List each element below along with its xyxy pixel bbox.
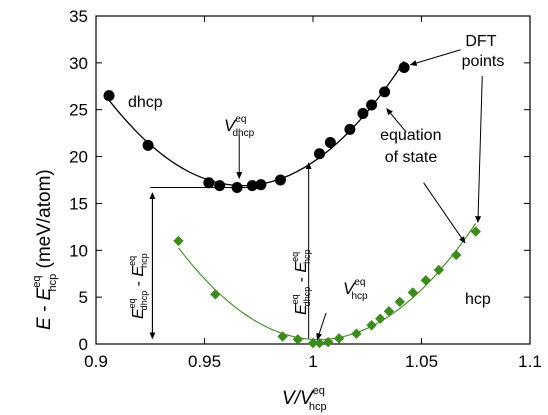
dhcp-point — [103, 90, 115, 102]
hcp-point — [451, 249, 462, 261]
v-hcp-eq-label: Veq hcp — [343, 277, 368, 302]
hcp-point — [333, 333, 345, 344]
hcp-point — [307, 337, 319, 349]
x-tick-label: 0.95 — [188, 352, 221, 371]
eos-arrow-hcp — [423, 182, 466, 244]
x-tick-label: 1 — [308, 352, 317, 371]
dft-arrow-dhcp — [409, 49, 461, 66]
hcp-point — [314, 337, 325, 349]
dhcp-point — [246, 180, 258, 192]
y-tick-label: 5 — [79, 288, 88, 307]
dhcp-point — [379, 86, 391, 98]
v-dhcp-eq-label: Veq dhcp — [224, 114, 255, 139]
hcp-point — [383, 306, 395, 317]
dhcp-point — [314, 148, 326, 160]
v-hcp-eq-arrow — [316, 312, 327, 341]
dhcp-point — [324, 137, 336, 149]
x-axis-label: V/Veq hcp — [282, 385, 327, 413]
hcp-point — [407, 287, 419, 298]
y-tick-label: 0 — [79, 335, 88, 354]
hcp-point — [173, 235, 184, 247]
hcp-point — [351, 328, 362, 339]
annotation-lines — [149, 49, 483, 341]
ticks — [95, 15, 531, 345]
y-tick-label: 20 — [69, 148, 88, 167]
dft-points-label: DFT points — [462, 33, 505, 70]
hcp-point — [322, 336, 334, 348]
dhcp-point — [366, 99, 378, 111]
x-tick-label: 1.1 — [518, 352, 542, 371]
y-tick-label: 15 — [69, 194, 88, 213]
dhcp-point — [214, 180, 226, 192]
hcp-point — [420, 275, 432, 286]
y-tick-label: 30 — [69, 54, 88, 73]
data-markers — [103, 62, 481, 349]
dhcp-label: dhcp — [128, 94, 163, 111]
hcp-point — [366, 320, 377, 331]
energy-difference-label-right: Eeq dhcp - Eeq hcp — [290, 249, 312, 315]
tick-labels: 0.9 0.95 1 1.05 1.1 0 5 10 15 20 25 30 35 — [69, 7, 542, 371]
hcp-point — [470, 226, 481, 237]
y-axis-label: E - Eeq hcp (meV/atom) — [31, 169, 59, 330]
equation-of-state-label: equation of state — [380, 127, 446, 166]
dhcp-point — [357, 107, 369, 119]
hcp-label: hcp — [465, 291, 491, 308]
dhcp-point — [142, 139, 154, 151]
hcp-point — [292, 334, 304, 345]
hcp-point — [277, 331, 288, 342]
hcp-point — [210, 289, 221, 300]
y-tick-label: 10 — [69, 241, 88, 260]
y-tick-label: 25 — [69, 101, 88, 120]
dhcp-curve — [108, 60, 405, 187]
dhcp-point — [274, 174, 286, 186]
hcp-point — [375, 313, 386, 324]
energy-difference-label-left: Eeq dhcp - Eeq hcp — [127, 253, 149, 319]
dhcp-point — [203, 177, 215, 189]
hcp-curve — [178, 223, 477, 341]
dft-arrow-hcp — [475, 75, 483, 224]
dhcp-point — [344, 123, 356, 135]
x-tick-label: 0.9 — [84, 352, 108, 371]
hcp-point — [433, 264, 445, 276]
dhcp-point — [231, 181, 243, 193]
y-tick-label: 35 — [69, 7, 88, 26]
eos-arrow-dhcp — [386, 108, 407, 133]
dhcp-point — [255, 179, 267, 191]
dhcp-point — [398, 62, 410, 74]
hcp-point — [394, 296, 405, 308]
x-tick-label: 1.05 — [405, 352, 438, 371]
